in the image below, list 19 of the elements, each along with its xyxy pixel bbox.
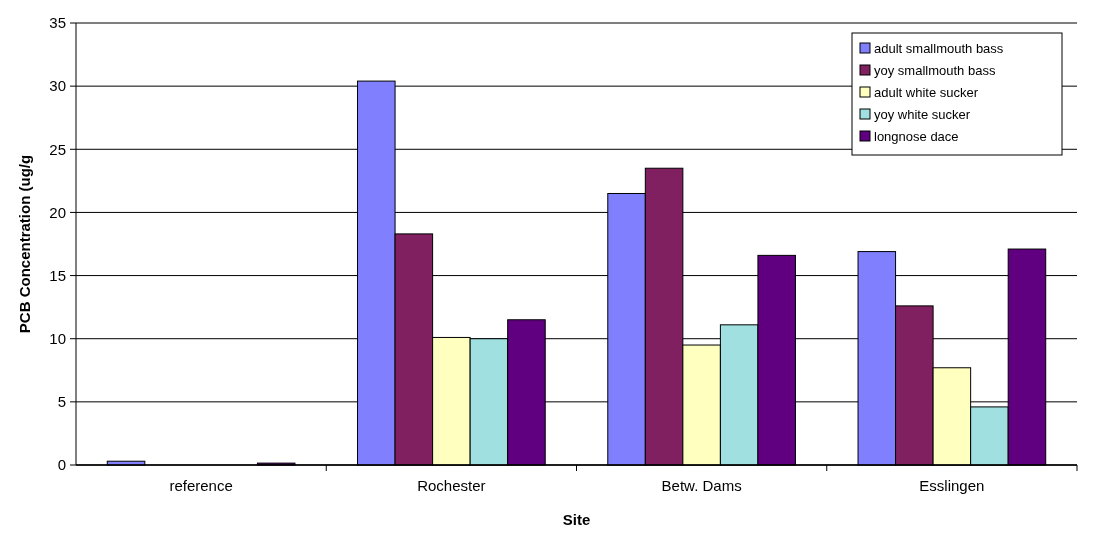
y-tick-label: 30 — [49, 77, 66, 95]
y-tick-label: 35 — [49, 14, 66, 32]
x-axis-title: Site — [562, 511, 591, 528]
y-tick-label: 20 — [49, 203, 66, 221]
legend-label: longnose dace — [874, 128, 959, 144]
x-tick-label: reference — [169, 477, 233, 494]
y-tick-label: 0 — [57, 456, 66, 474]
x-tick-label: Rochester — [417, 477, 486, 494]
y-tick-label: 25 — [49, 140, 66, 158]
y-tick-label: 15 — [49, 266, 66, 284]
x-tick-label: Esslingen — [919, 477, 985, 494]
legend-label: yoy smallmouth bass — [874, 62, 996, 78]
x-tick-label: Betw. Dams — [661, 477, 742, 494]
legend-label: adult white sucker — [874, 84, 979, 100]
y-tick-label: 10 — [49, 329, 66, 347]
y-axis-title: PCB Concentration (ug/g — [16, 154, 33, 334]
legend-label: adult smallmouth bass — [874, 40, 1004, 56]
y-tick-label: 5 — [57, 393, 66, 411]
legend-label: yoy white sucker — [874, 106, 971, 122]
